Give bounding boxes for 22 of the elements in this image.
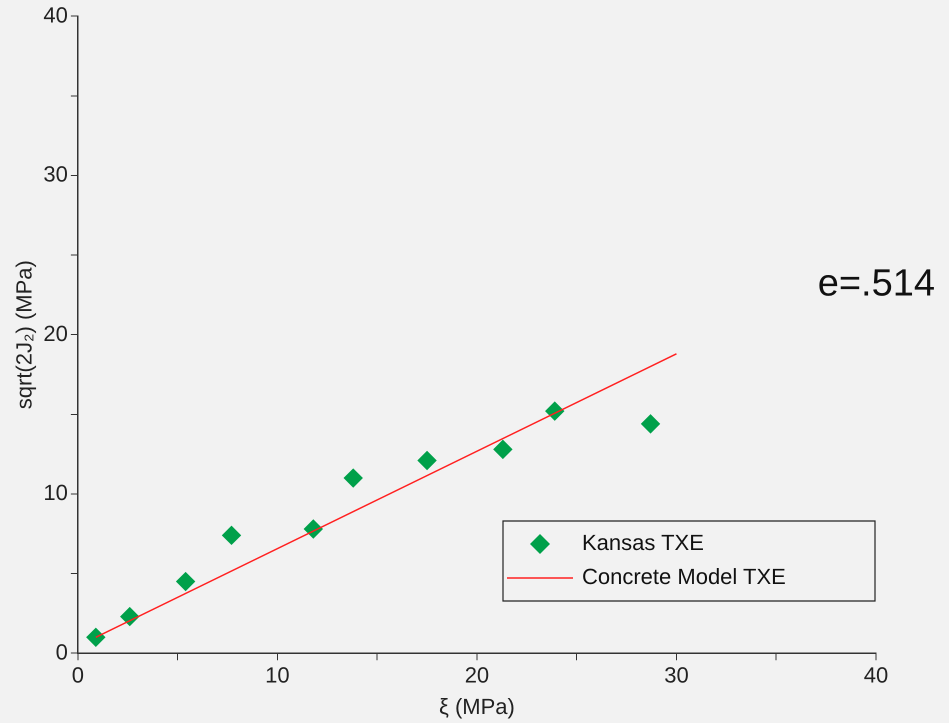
point — [418, 451, 437, 470]
x-tick-label: 10 — [265, 662, 290, 688]
y-tick-label: 20 — [43, 320, 68, 346]
y-tick-label: 40 — [43, 2, 68, 28]
point — [222, 526, 242, 545]
point — [344, 468, 363, 488]
x-tick-label: 30 — [664, 662, 689, 688]
legend-label: Kansas TXE — [582, 530, 704, 556]
x-tick-label: 40 — [864, 662, 888, 688]
point — [641, 414, 660, 434]
legend-label: Concrete Model TXE — [582, 564, 786, 590]
x-tick-label: 20 — [464, 662, 490, 688]
y-tick-label: 30 — [43, 162, 68, 187]
point — [176, 572, 196, 592]
point — [86, 628, 106, 647]
y-axis-title: sqrt(2J₂) (MPa) — [11, 260, 36, 410]
y-tick-label: 0 — [56, 639, 68, 664]
y-tick-label: 10 — [43, 480, 68, 506]
annotation: e=.514 — [818, 262, 935, 304]
point — [493, 440, 512, 459]
x-tick-label: 0 — [72, 662, 84, 688]
x-axis-title: ξ (MPa) — [439, 694, 515, 719]
